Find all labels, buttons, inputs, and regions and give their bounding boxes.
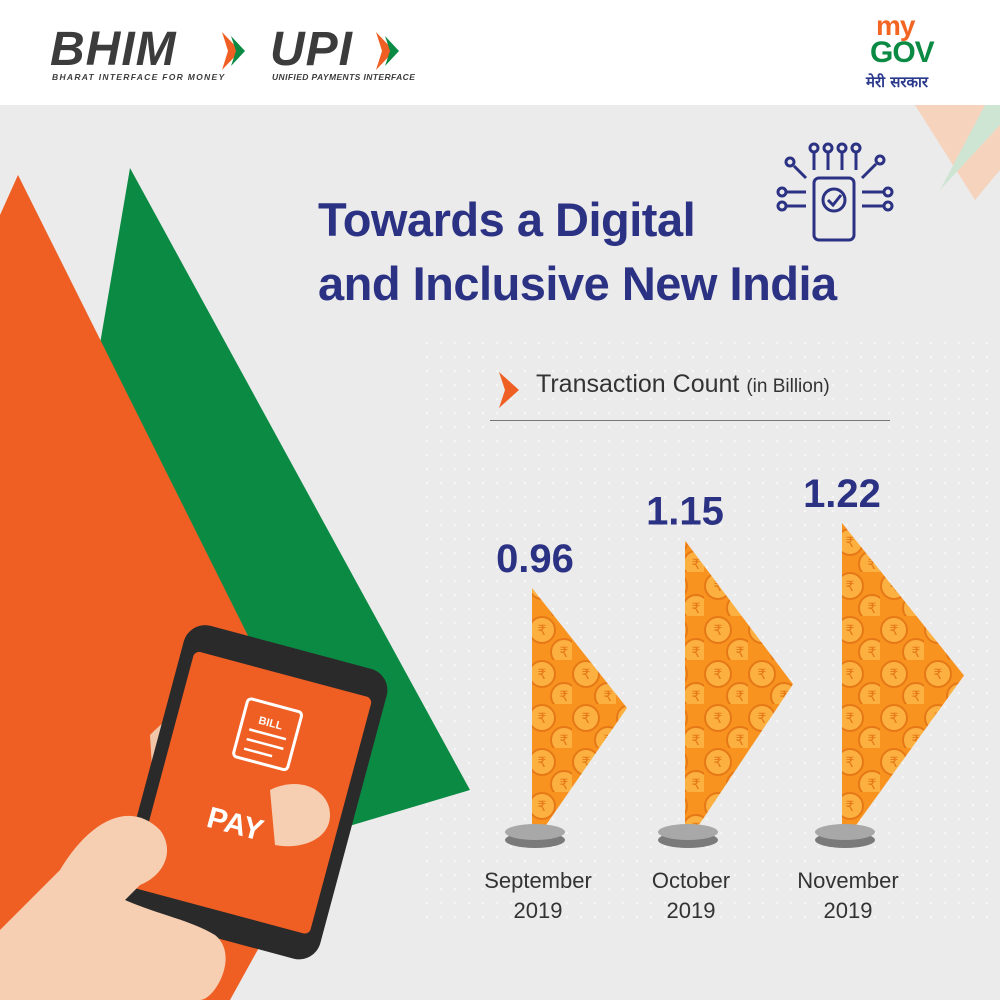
bill-icon (232, 697, 304, 772)
bar-september (532, 588, 627, 828)
upi-logo: UPI (270, 23, 354, 76)
upi-tagline: UNIFIED PAYMENTS INTERFACE (272, 72, 416, 82)
value-label: 1.22 (803, 472, 881, 516)
bar-stand-top (505, 824, 565, 840)
legend-chevron-icon (499, 372, 519, 408)
chart-heading-divider (490, 420, 890, 421)
bhim-tagline: BHARAT INTERFACE FOR MONEY (52, 72, 226, 82)
bar-october (685, 540, 793, 828)
bar-stand-top (815, 824, 875, 840)
category-label-year: 2019 (667, 898, 716, 923)
bar-november (842, 523, 964, 828)
title-line-1: Towards a Digital (318, 193, 696, 246)
upi-chevron-icon (376, 32, 399, 70)
phone: BILL PAY (116, 625, 388, 960)
bhim-chevron-icon (222, 32, 245, 70)
value-label: 1.15 (646, 490, 724, 534)
title-line-2: and Inclusive New India (318, 257, 837, 310)
chart-title: Transaction Count (536, 370, 740, 398)
value-label: 0.96 (496, 537, 574, 581)
header-bar: BHIM BHARAT INTERFACE FOR MONEY UPI UNIF… (0, 0, 1000, 105)
bhim-logo: BHIM (50, 23, 177, 76)
mygov-logo-my: my (876, 10, 915, 41)
chart-unit: (in Billion) (746, 376, 830, 397)
category-label-month: November (797, 868, 898, 893)
category-label-year: 2019 (514, 898, 563, 923)
category-label-year: 2019 (824, 898, 873, 923)
mygov-tagline: मेरी सरकार (866, 73, 929, 91)
finger-icon (270, 784, 330, 847)
corner-green-shape (940, 105, 1000, 190)
chart-heading: Transaction Count (in Billion) (536, 370, 830, 399)
category-label-month: September (484, 868, 592, 893)
mygov-logo-gov: GOV (870, 36, 935, 69)
hand-icon (0, 815, 226, 1000)
phone-screen (132, 651, 372, 934)
page-title: Towards a Digital and Inclusive New Indi… (318, 188, 958, 316)
digital-circuit-icon (776, 142, 894, 242)
bar-stand-top (658, 824, 718, 840)
category-label-month: October (652, 868, 730, 893)
